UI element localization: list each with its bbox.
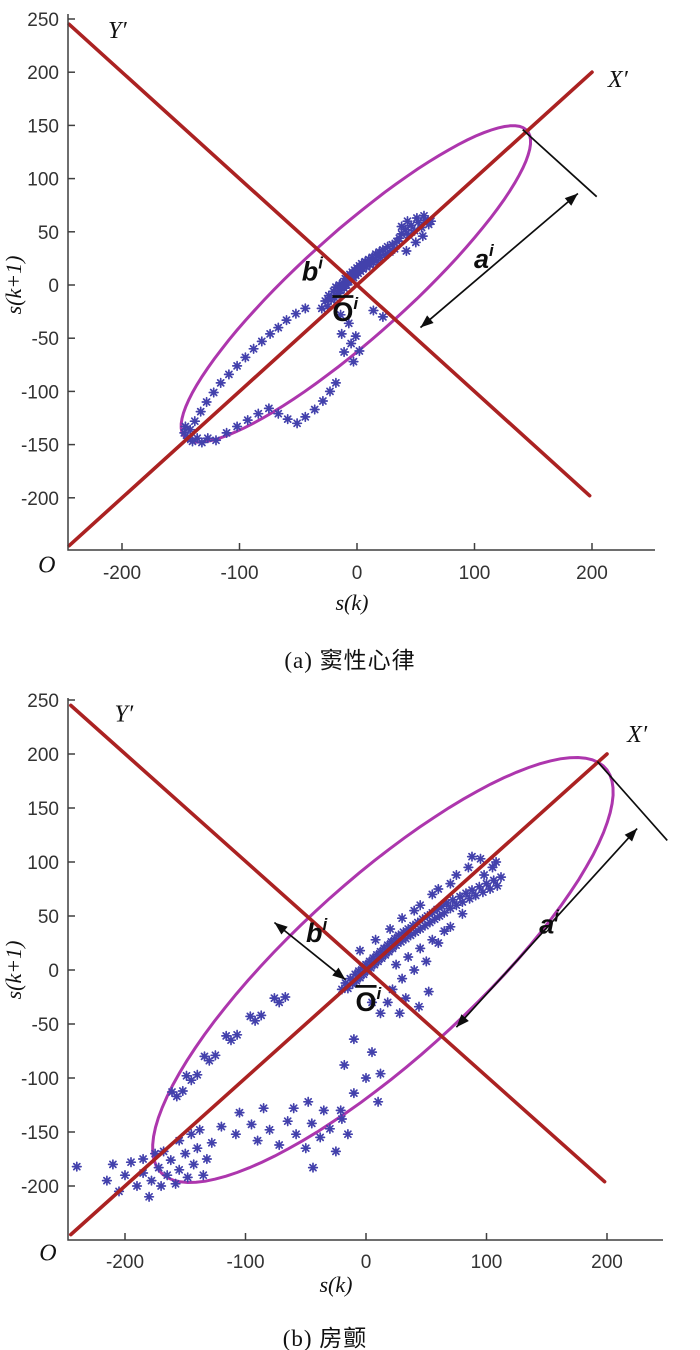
y-tick-label: -100 — [21, 1069, 59, 1090]
y-tick-label: 250 — [27, 10, 59, 31]
ellipse-center-label: Oi — [332, 294, 359, 327]
chart-a: -200 -100 0 100 200 250 200 150 100 50 0 -50 -100 -15… — [1, 10, 655, 615]
y-tick-label: 100 — [27, 853, 59, 874]
semi-minor-label: bi — [306, 915, 329, 948]
y-tick-label: -150 — [21, 1123, 59, 1144]
scatter-points — [179, 210, 437, 448]
semi-major-arrow — [419, 192, 579, 329]
rotated-y-label: Y′ — [108, 18, 127, 44]
rotated-x-label: X′ — [626, 722, 648, 748]
y-tick-label: -50 — [32, 329, 59, 350]
x-tick-label: 200 — [576, 563, 608, 584]
y-tick-label: 200 — [27, 745, 59, 766]
y-tick-label: 250 — [27, 691, 59, 712]
y-tick-label: -200 — [21, 1177, 59, 1198]
origin-label: O — [38, 552, 55, 578]
rotated-x-axis — [68, 752, 609, 1237]
rotated-y-axis — [67, 22, 592, 498]
x-axis-title: s(k) — [336, 590, 369, 615]
x-axis-title: s(k) — [320, 1272, 353, 1297]
y-tick-label: 200 — [27, 63, 59, 84]
origin-label: O — [39, 1241, 56, 1267]
rotated-x-label: X′ — [607, 67, 629, 93]
y-tick-label: -100 — [21, 382, 59, 403]
axis-lines — [67, 14, 655, 551]
rotated-y-label: Y′ — [114, 702, 133, 728]
semi-minor-label: bi — [302, 254, 325, 287]
semi-major-arrow — [455, 827, 638, 1028]
arrowhead — [624, 828, 638, 842]
y-tick-label: 50 — [38, 223, 59, 244]
x-tick-label: -200 — [103, 563, 141, 584]
major-axis-tick-line — [522, 129, 598, 198]
rotated-y-axis — [68, 703, 607, 1184]
x-tick-label: 100 — [459, 563, 491, 584]
x-tick-label: -100 — [226, 1252, 264, 1273]
semi-minor-arrow-shaft — [273, 921, 347, 981]
y-tick-label: 100 — [27, 170, 59, 191]
semi-major-arrow-shaft — [419, 192, 579, 329]
y-tick-label: -150 — [21, 436, 59, 457]
x-tick-label: 0 — [361, 1252, 372, 1273]
y-tick-label: 150 — [27, 799, 59, 820]
y-axis-title: s(k+1) — [1, 941, 26, 1000]
arrowhead — [420, 315, 434, 328]
y-axis-title: s(k+1) — [1, 256, 26, 315]
semi-major-arrow-shaft — [455, 827, 638, 1028]
caption-b: (b) 房颤 — [0, 1319, 650, 1350]
rotated-x-axis — [67, 70, 594, 548]
x-tick-label: -100 — [220, 563, 258, 584]
caption-a-text: (a) 窦性心律 — [284, 648, 416, 673]
fit-ellipse — [151, 755, 615, 1185]
y-tick-label: -200 — [21, 489, 59, 510]
arrowhead — [564, 193, 578, 206]
x-tick-label: 0 — [352, 563, 363, 584]
x-tick-label: -200 — [106, 1252, 144, 1273]
semi-major-label: ai — [539, 906, 560, 939]
y-tick-label: 0 — [48, 961, 59, 982]
y-tick-label: -50 — [32, 1015, 59, 1036]
chart-b: -200 -100 0 100 200 250 200 150 100 50 0 -50 -100 -15… — [1, 691, 668, 1297]
caption-a: (a) 窦性心律 — [0, 641, 700, 675]
caption-b-text: (b) 房颤 — [282, 1326, 368, 1350]
y-tick-label: 50 — [38, 907, 59, 928]
ellipse-center-label: Oi — [356, 984, 383, 1017]
x-tick-label: 200 — [591, 1252, 623, 1273]
arrowhead — [274, 922, 288, 935]
arrowhead — [456, 1014, 469, 1028]
y-tick-label: 150 — [27, 116, 59, 137]
semi-major-label: ai — [474, 241, 495, 274]
x-tick-label: 100 — [471, 1252, 503, 1273]
arrowhead — [332, 967, 346, 980]
major-axis-tick-line — [596, 760, 668, 841]
semi-minor-arrow — [273, 921, 347, 981]
axis-lines — [67, 698, 663, 1241]
y-tick-label: 0 — [48, 276, 59, 297]
